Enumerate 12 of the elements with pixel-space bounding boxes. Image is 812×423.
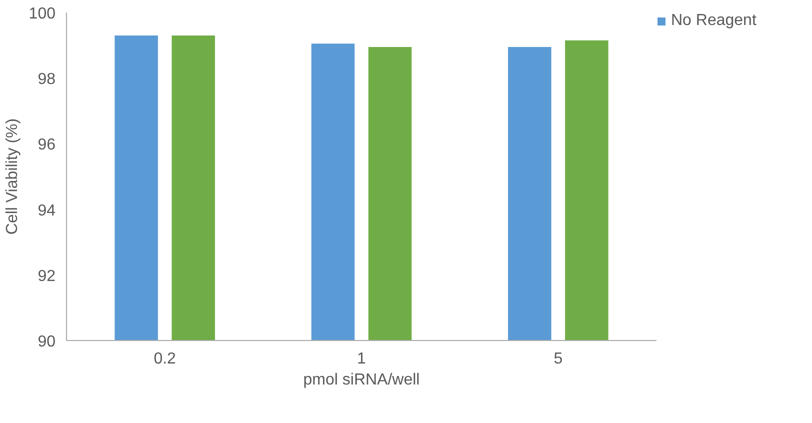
y-tick-label: 96 — [38, 136, 56, 154]
y-tick-label: 94 — [38, 202, 56, 220]
y-tick-label: 100 — [28, 6, 56, 22]
y-tick-label: 90 — [38, 334, 56, 350]
x-tick-label: 0.2 — [154, 350, 176, 368]
y-axis-title: Cell Viability (%) — [4, 118, 21, 235]
x-tick-label: 1 — [357, 350, 366, 368]
x-tick-label: 5 — [554, 350, 563, 368]
x-axis-title: pmol siRNA/well — [303, 372, 420, 388]
y-tick-label: 92 — [38, 268, 56, 285]
y-tick-label: 98 — [38, 71, 56, 88]
legend-label: No Reagent — [671, 12, 756, 30]
